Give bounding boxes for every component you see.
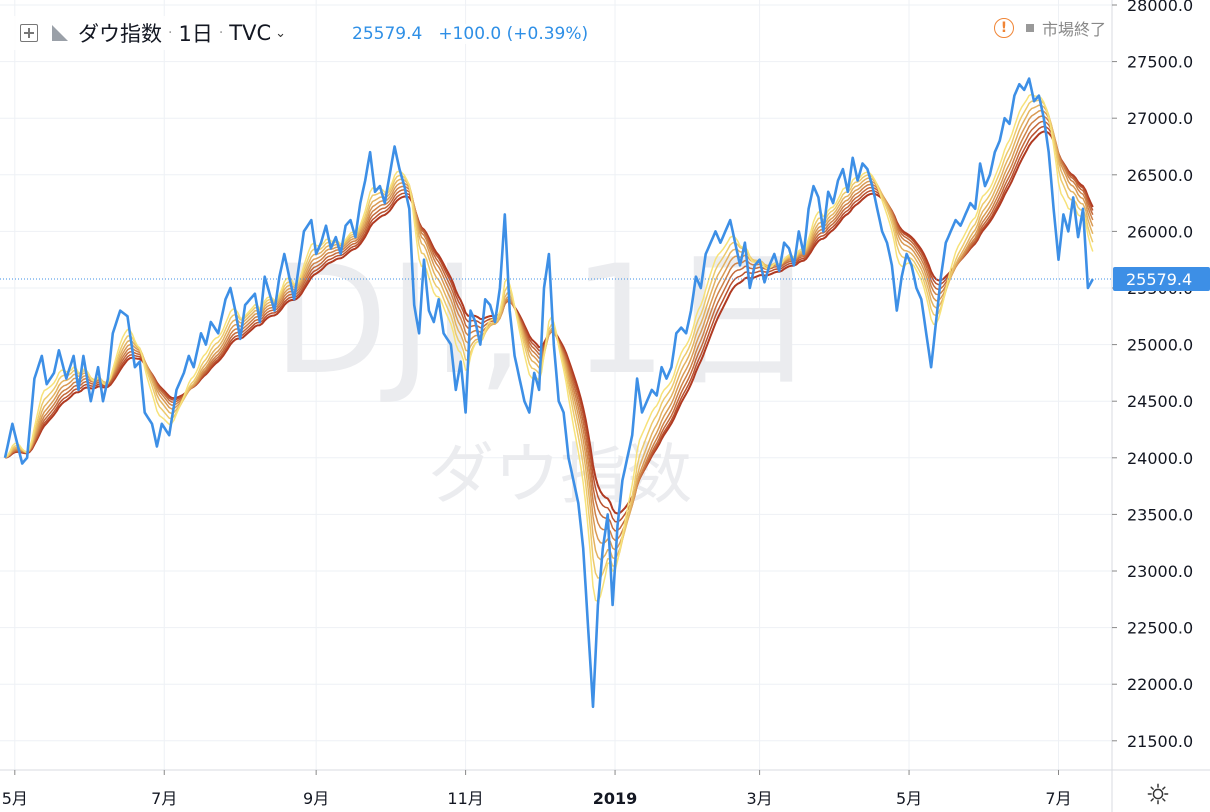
y-tick-label: 22500.0 xyxy=(1127,619,1193,638)
x-tick-label: 5月 xyxy=(896,789,922,808)
chart-grid xyxy=(0,0,1112,770)
price-line xyxy=(3,77,1094,709)
quote-values: 25579.4 +100.0 (+0.39%) xyxy=(352,24,589,44)
ema-ribbon xyxy=(4,93,1094,603)
market-status[interactable]: ! 市場終了 xyxy=(993,16,1106,40)
price-series xyxy=(3,77,1094,709)
y-tick-label: 26500.0 xyxy=(1127,166,1193,185)
y-tick-label: 24500.0 xyxy=(1127,392,1193,411)
x-tick-label: 7月 xyxy=(1045,789,1071,808)
y-tick-label: 28000.0 xyxy=(1127,0,1193,15)
y-tick-label: 24000.0 xyxy=(1127,449,1193,468)
warning-icon[interactable]: ! xyxy=(993,18,1014,38)
x-tick-label: 2019 xyxy=(593,789,638,808)
y-tick-label: 27500.0 xyxy=(1127,53,1193,72)
y-tick-label: 23000.0 xyxy=(1127,562,1193,581)
interval-label[interactable]: 1日 xyxy=(178,22,213,46)
flag-icon[interactable] xyxy=(52,25,68,41)
x-tick-label: 3月 xyxy=(747,789,773,808)
x-tick-label: 11月 xyxy=(447,789,483,808)
market-status-text: 市場終了 xyxy=(1041,20,1106,39)
x-tick-label: 9月 xyxy=(303,789,329,808)
y-tick-label: 22000.0 xyxy=(1127,675,1193,694)
y-tick-label: 23500.0 xyxy=(1127,505,1193,524)
symbol-watermark: DJI, 1日 ダウ指数 xyxy=(273,234,818,513)
chart-add-icon[interactable] xyxy=(20,24,38,42)
status-square-icon xyxy=(1025,24,1034,32)
x-tick-label: 5月 xyxy=(2,789,28,808)
x-tick-label: 7月 xyxy=(151,789,177,808)
exchange-label[interactable]: TVC xyxy=(229,21,272,45)
watermark-symbol: DJI, 1日 xyxy=(273,234,818,408)
ema-line-12 xyxy=(4,99,1094,579)
symbol-toolbar: ダウ指数 · 1日 · TVC ⌄ xyxy=(14,16,293,50)
price-change: +100.0 (+0.39%) xyxy=(438,24,589,44)
y-tick-label: 26000.0 xyxy=(1127,222,1193,241)
y-tick-label: 21500.0 xyxy=(1127,732,1193,751)
chevron-down-icon[interactable]: ⌄ xyxy=(275,25,287,41)
gear-icon[interactable] xyxy=(1147,783,1169,805)
symbol-name[interactable]: ダウ指数 xyxy=(78,22,162,46)
last-price-tag xyxy=(1113,267,1210,292)
separator-dot: · xyxy=(168,25,173,41)
last-price: 25579.4 xyxy=(352,24,423,44)
y-tick-label: 27000.0 xyxy=(1127,109,1193,128)
separator-dot: · xyxy=(218,25,224,41)
y-tick-label: 25000.0 xyxy=(1127,336,1193,355)
last-price-tag-label: 25579.4 xyxy=(1126,270,1192,289)
watermark-name: ダウ指数 xyxy=(428,436,692,513)
